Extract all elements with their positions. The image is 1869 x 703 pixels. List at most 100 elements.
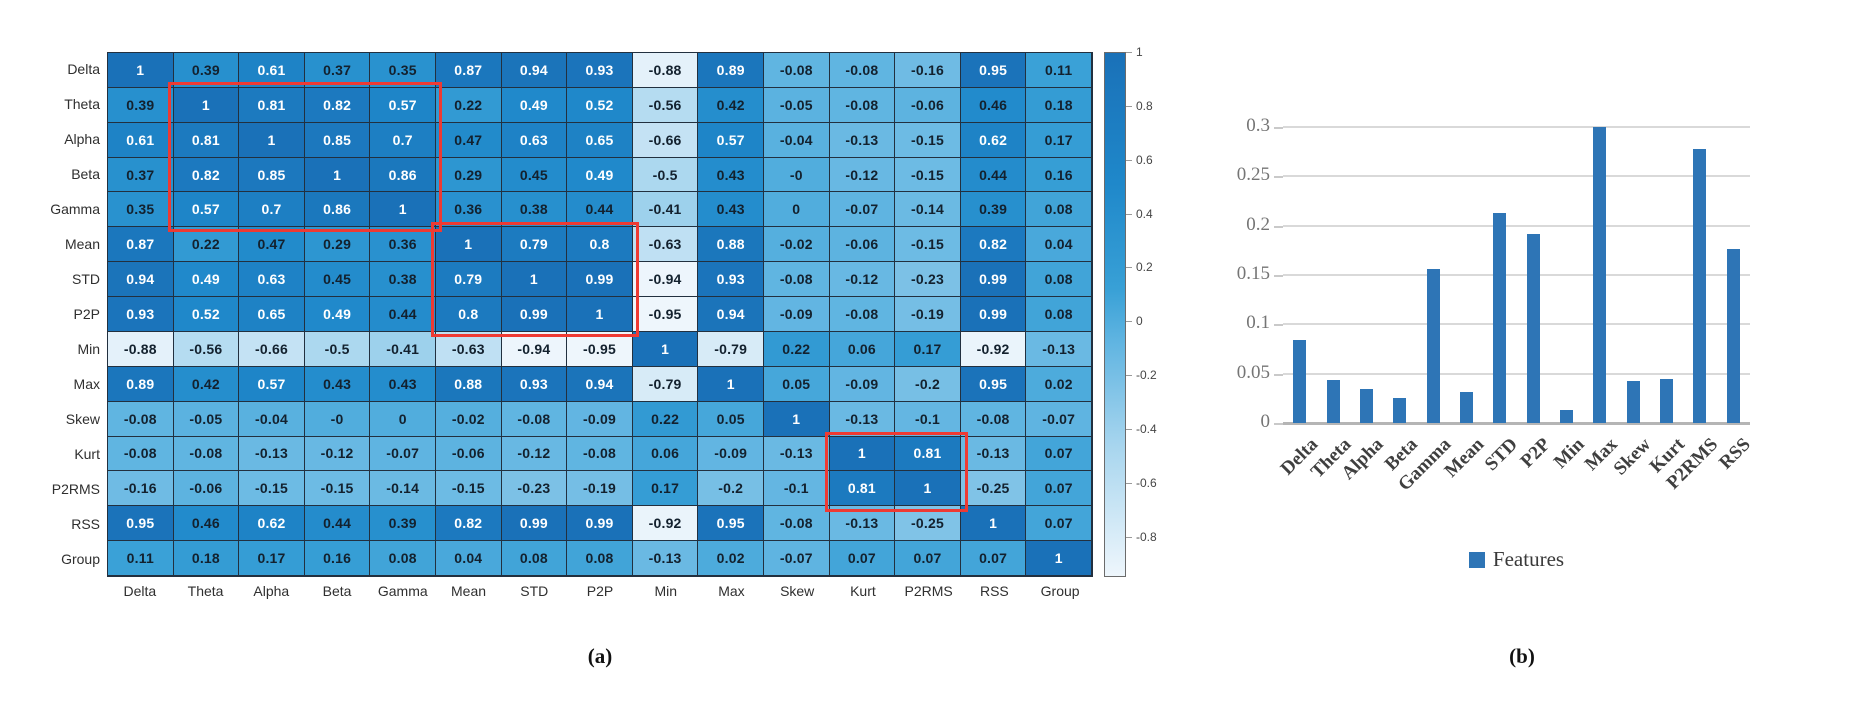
heatmap-cell: -0.07 [1026,401,1092,437]
heatmap-cell: 0.07 [1026,506,1092,542]
heatmap-cell: -0.08 [763,53,830,88]
colorbar-tick-mark [1126,214,1132,215]
heatmap-cell: -0.63 [435,331,502,367]
colorbar-tick-label: 0.6 [1136,153,1153,167]
heatmap-cell: 0.95 [960,366,1027,402]
heatmap-row-label: Mean [64,236,100,252]
heatmap-cell: 0.81 [173,122,240,158]
heatmap-cell: 0.61 [108,122,174,158]
heatmap-cell: 0.17 [239,541,305,576]
heatmap-cell: 0.49 [501,87,568,123]
colorbar-tick-label: 0.2 [1136,260,1153,274]
heatmap-cell: -0.08 [567,436,633,472]
bar-chart-gridline [1283,225,1750,227]
heatmap-cell: 0.45 [501,157,568,193]
heatmap-cell: 1 [108,53,174,88]
legend-label: Features [1492,547,1565,571]
heatmap-cell: 0.63 [239,262,305,298]
heatmap-cell: 0.57 [370,87,436,123]
heatmap-cell: -0.13 [829,122,896,158]
heatmap-cell: 0.07 [1026,436,1092,472]
heatmap-cell: 0.07 [829,541,896,576]
heatmap-cell: 0.22 [173,227,240,263]
heatmap-cell: -0.66 [632,122,699,158]
heatmap-cell: 1 [370,192,436,228]
heatmap-cell: -0.02 [763,227,830,263]
heatmap-cell: -0.13 [239,436,305,472]
heatmap-cell: 0.87 [108,227,174,263]
heatmap-row-label: Delta [67,61,100,77]
heatmap-cell: 1 [239,122,305,158]
heatmap-cell: 0.62 [239,506,305,542]
heatmap-cell: 0.16 [304,541,371,576]
heatmap-cell: -0.06 [435,436,502,472]
heatmap-cell: 0.57 [698,122,764,158]
heatmap-row-label: Kurt [74,446,100,462]
heatmap-cell: 0.94 [698,297,764,332]
heatmap-cell: -0.15 [895,227,961,263]
heatmap-cell: 0.38 [370,262,436,298]
heatmap-cell: 0.89 [108,366,174,402]
bar [1327,380,1340,423]
heatmap-cell: 0 [370,401,436,437]
bar [1693,149,1706,423]
bar [1593,127,1606,423]
bar [1660,379,1673,423]
heatmap-row-label: Theta [64,96,100,112]
heatmap-cell: -0.5 [304,331,371,367]
heatmap-cell: -0.12 [829,157,896,193]
heatmap-cell: 0.04 [1026,227,1092,263]
heatmap-cell: 0.05 [698,401,764,437]
heatmap-col-label: Mean [451,583,487,599]
heatmap-cell: 0.82 [960,227,1027,263]
heatmap-row-label: P2P [73,306,100,322]
heatmap-cell: -0.04 [239,401,305,437]
heatmap-cell: -0.09 [763,297,830,332]
heatmap-cell: 1 [895,471,961,507]
heatmap-cell: 0.99 [567,262,633,298]
heatmap-cell: 0.86 [304,192,371,228]
heatmap-cell: 1 [304,157,371,193]
heatmap-cell: 0.81 [895,436,961,472]
bar [1293,340,1306,423]
bar-chart-ytick-mark [1274,324,1283,326]
colorbar-tick-mark [1126,321,1132,322]
heatmap-cell: 0.43 [304,366,371,402]
heatmap-cell: -0.23 [501,471,568,507]
bar [1560,410,1573,423]
bar [1493,213,1506,423]
heatmap-cell: -0.92 [632,506,699,542]
bar-chart-ytick-label: 0.1 [1246,312,1270,333]
bar-chart-ytick-mark [1274,275,1283,277]
heatmap-cell: -0.15 [895,157,961,193]
bar-chart-xtick-label: P2P [1516,434,1555,472]
heatmap-cell: 0.44 [370,297,436,332]
heatmap-cell: 0.35 [108,192,174,228]
heatmap-cell: 0.8 [435,297,502,332]
heatmap-cell: 0.86 [370,157,436,193]
heatmap-cell: -0.95 [632,297,699,332]
heatmap-cell: 1 [763,401,830,437]
heatmap-cell: -0.07 [763,541,830,576]
heatmap-cell: -0.08 [763,506,830,542]
heatmap-cell: 0.17 [895,331,961,367]
bar-chart-xtick-label: STD [1480,434,1522,475]
heatmap-cell: 0.88 [435,366,502,402]
heatmap-cell: 0.93 [108,297,174,332]
heatmap-cell: 0.18 [173,541,240,576]
heatmap-cell: -0.08 [960,401,1027,437]
heatmap-cell: 0.94 [567,366,633,402]
bar-chart-gridline [1283,126,1750,128]
heatmap-cell: 0.43 [370,366,436,402]
heatmap-cell: -0.1 [895,401,961,437]
colorbar-tick-label: 0.8 [1136,99,1153,113]
heatmap-cell: 0.99 [567,506,633,542]
heatmap-cell: 0.46 [173,506,240,542]
heatmap-cell: 0.99 [960,297,1027,332]
bar-chart-ytick-mark [1274,374,1283,376]
heatmap-row-label: Alpha [64,131,100,147]
colorbar-tick-label: 0.4 [1136,207,1153,221]
heatmap-cell: 0.85 [239,157,305,193]
heatmap-col-label: STD [520,583,549,599]
heatmap-cell: 1 [567,297,633,332]
